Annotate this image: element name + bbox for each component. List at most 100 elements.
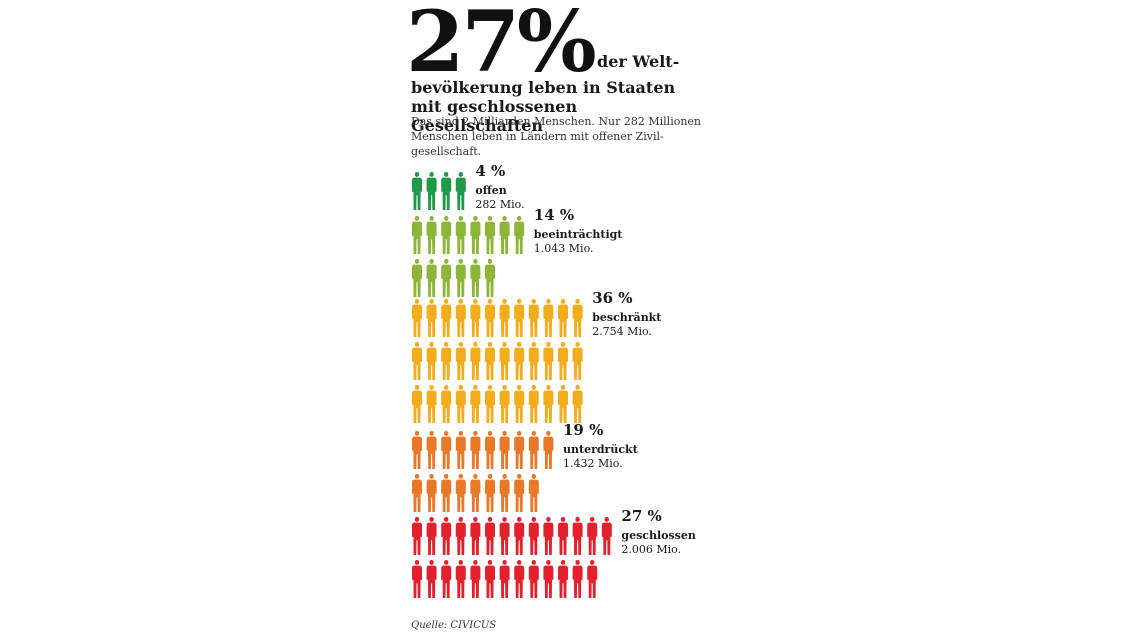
- person-icon: [426, 299, 437, 337]
- person-icon: [558, 560, 568, 598]
- person-icon: [441, 560, 452, 598]
- person-icon: [412, 517, 422, 555]
- person-icon: [543, 299, 554, 337]
- percent-label: 14 %: [534, 206, 574, 224]
- person-icon: [528, 431, 539, 469]
- person-icon: [543, 431, 554, 469]
- person-icon: [426, 342, 437, 380]
- headline-percent: 27%: [406, 0, 597, 91]
- person-icon: [485, 216, 495, 254]
- person-icon: [426, 259, 437, 297]
- person-icon: [587, 517, 598, 555]
- person-icon: [455, 385, 466, 423]
- person-icon: [528, 560, 539, 598]
- person-icon: [499, 517, 510, 555]
- person-icon: [455, 474, 466, 512]
- person-icon: [412, 259, 422, 297]
- subline-text: Das sind 2 Milliarden Menschen. Nur 282 …: [411, 115, 702, 158]
- person-icon: [470, 216, 481, 254]
- person-icon: [455, 342, 466, 380]
- person-icon: [412, 216, 422, 254]
- percent-label: 19 %: [563, 421, 603, 439]
- value-label: 2.754 Mio.: [592, 325, 652, 338]
- person-icon: [499, 474, 510, 512]
- person-icon: [485, 560, 495, 598]
- person-icon: [441, 517, 452, 555]
- category-label: geschlossen: [621, 529, 695, 542]
- person-icon: [412, 385, 422, 423]
- person-icon: [485, 517, 495, 555]
- person-icon: [572, 299, 583, 337]
- person-icon: [455, 259, 466, 297]
- person-icon: [558, 517, 568, 555]
- category-label: beeinträchtigt: [534, 228, 624, 241]
- person-icon: [528, 517, 539, 555]
- person-icon: [528, 299, 539, 337]
- person-icon: [514, 299, 525, 337]
- person-icon: [412, 474, 422, 512]
- person-icon: [499, 431, 510, 469]
- person-icon: [470, 560, 481, 598]
- person-icon: [499, 216, 510, 254]
- person-icon: [514, 560, 525, 598]
- person-icon: [426, 385, 437, 423]
- person-icon: [455, 216, 466, 254]
- person-icon: [441, 342, 452, 380]
- person-icon: [514, 216, 525, 254]
- person-icon: [470, 517, 481, 555]
- person-icon: [572, 517, 583, 555]
- person-icon: [470, 259, 481, 297]
- person-icon: [441, 216, 452, 254]
- person-icon: [601, 517, 612, 555]
- person-icon: [572, 342, 583, 380]
- person-icon: [441, 259, 452, 297]
- percent-label: 27 %: [621, 507, 661, 525]
- headline-tail: der Welt-: [597, 52, 680, 71]
- person-icon: [455, 517, 466, 555]
- person-icon: [528, 474, 539, 512]
- person-icon: [558, 299, 568, 337]
- category-label: offen: [475, 184, 506, 197]
- person-icon: [441, 172, 452, 210]
- person-icon: [572, 385, 583, 423]
- person-icon: [499, 299, 510, 337]
- value-label: 282 Mio.: [475, 198, 524, 211]
- person-icon: [543, 517, 554, 555]
- person-icon: [499, 385, 510, 423]
- person-icon: [441, 431, 452, 469]
- person-icon: [470, 431, 481, 469]
- value-label: 2.006 Mio.: [621, 543, 681, 556]
- person-icon: [412, 431, 422, 469]
- person-icon: [572, 560, 583, 598]
- person-icon: [558, 342, 568, 380]
- person-icon: [485, 431, 495, 469]
- person-icon: [426, 517, 437, 555]
- person-icon: [441, 385, 452, 423]
- headline-text: bevölkerung leben in Staaten mit geschlo…: [411, 78, 676, 135]
- category-label: beschränkt: [592, 311, 662, 324]
- person-icon: [558, 385, 568, 423]
- person-icon: [412, 342, 422, 380]
- person-icon: [426, 474, 437, 512]
- person-icon: [528, 342, 539, 380]
- person-icon: [587, 560, 598, 598]
- person-icon: [543, 342, 554, 380]
- person-icon: [514, 474, 525, 512]
- person-icon: [470, 342, 481, 380]
- person-icon: [499, 342, 510, 380]
- person-icon: [485, 299, 495, 337]
- person-icon: [485, 259, 495, 297]
- person-icon: [455, 299, 466, 337]
- person-icon: [441, 299, 452, 337]
- person-icon: [543, 560, 554, 598]
- person-icon: [412, 299, 422, 337]
- person-icon: [426, 560, 437, 598]
- percent-label: 36 %: [592, 289, 632, 307]
- person-icon: [499, 560, 510, 598]
- person-icon: [426, 216, 437, 254]
